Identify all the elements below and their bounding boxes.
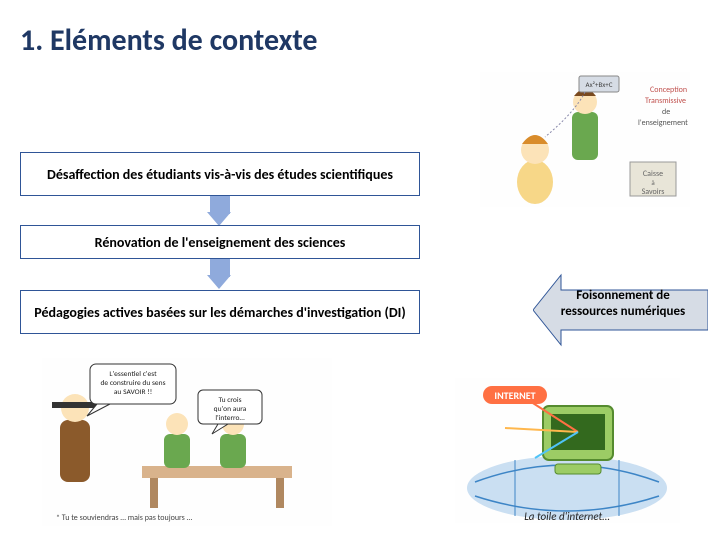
svg-text:au SAVOIR !!: au SAVOIR !! — [114, 388, 152, 397]
svg-text:* Tu te souviendras … mais pas: * Tu te souviendras … mais pas toujours … — [56, 513, 193, 523]
svg-text:Ax²+Bx+C: Ax²+Bx+C — [586, 80, 613, 89]
svg-text:INTERNET: INTERNET — [494, 389, 535, 402]
svg-text:de construire du sens: de construire du sens — [100, 379, 165, 388]
flow-box-3: Pédagogies actives basées sur les démarc… — [20, 290, 420, 334]
svg-text:l'interro…: l'interro… — [215, 414, 244, 423]
flow-box-2: Rénovation de l'enseignement des science… — [20, 225, 420, 259]
flow-arrow-2-head — [207, 275, 231, 289]
svg-text:de: de — [662, 107, 670, 117]
svg-text:Savoirs: Savoirs — [642, 187, 665, 197]
flow-arrow-1-head — [207, 212, 231, 226]
side-arrow-line2: ressources numériques — [561, 304, 685, 319]
svg-text:qu'on aura: qu'on aura — [214, 405, 247, 414]
illustration-active-pedagogy: L'essentiel c'est de construire du sens … — [42, 358, 332, 526]
svg-text:Tu crois: Tu crois — [218, 396, 241, 405]
svg-text:Conception: Conception — [650, 85, 687, 95]
side-arrow-text: Foisonnement de ressources numériques — [548, 288, 698, 321]
svg-text:La toile d'internet…: La toile d'internet… — [524, 510, 610, 523]
flow-box-1: Désaffection des étudiants vis-à-vis des… — [20, 152, 420, 196]
svg-text:Transmissive: Transmissive — [645, 96, 686, 106]
svg-text:à: à — [651, 178, 654, 187]
svg-text:L'essentiel c'est: L'essentiel c'est — [109, 370, 157, 379]
page-title: 1. Eléments de contexte — [20, 22, 318, 59]
illustration-internet: INTERNET La toile d'internet… — [455, 378, 680, 523]
illustration-transmissive: Ax²+Bx+C Caisse à Savoirs Conception Tra… — [480, 72, 690, 207]
svg-text:l'enseignement: l'enseignement — [638, 118, 688, 128]
side-arrow-line1: Foisonnement de — [576, 288, 670, 303]
